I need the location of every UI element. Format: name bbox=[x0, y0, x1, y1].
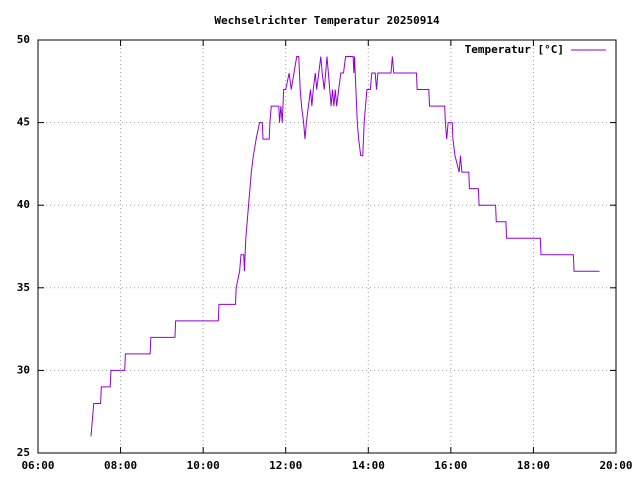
y-tick-label: 25 bbox=[17, 446, 30, 459]
y-tick-label: 30 bbox=[17, 363, 30, 376]
y-tick-label: 45 bbox=[17, 116, 30, 129]
x-tick-label: 12:00 bbox=[269, 459, 302, 472]
y-tick-label: 50 bbox=[17, 33, 30, 46]
x-tick-label: 08:00 bbox=[104, 459, 137, 472]
plot-border bbox=[37, 39, 617, 454]
x-tick-label: 10:00 bbox=[187, 459, 220, 472]
y-tick-label: 35 bbox=[17, 281, 30, 294]
x-tick-label: 20:00 bbox=[599, 459, 632, 472]
chart-title: Wechselrichter Temperatur 20250914 bbox=[214, 14, 440, 27]
y-tick-label: 40 bbox=[17, 198, 30, 211]
data-line bbox=[90, 56, 600, 437]
x-tick-label: 14:00 bbox=[352, 459, 385, 472]
x-tick-label: 06:00 bbox=[21, 459, 54, 472]
x-tick-label: 18:00 bbox=[517, 459, 550, 472]
legend-label: Temperatur [°C] bbox=[465, 43, 564, 56]
x-tick-label: 16:00 bbox=[434, 459, 467, 472]
